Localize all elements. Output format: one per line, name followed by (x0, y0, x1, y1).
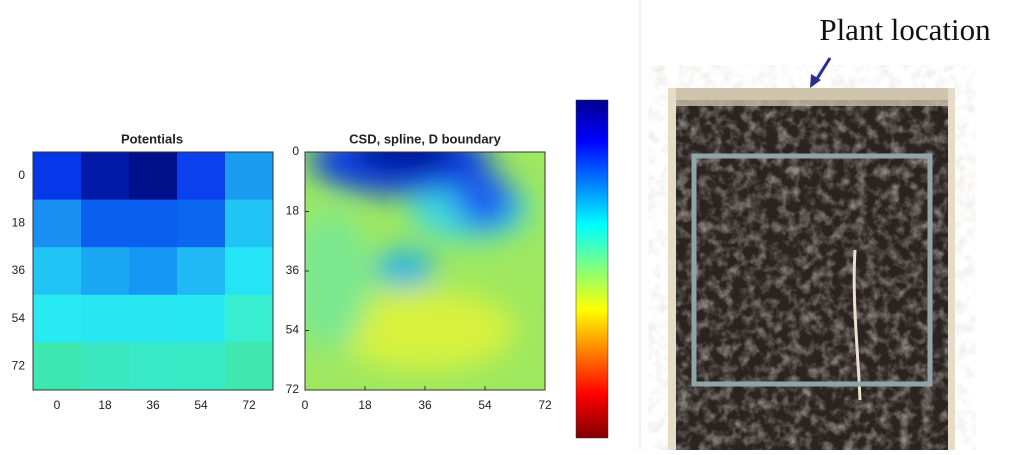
heatmap-cell (177, 294, 226, 343)
heatmap-cell (81, 199, 130, 248)
csd-title: CSD, spline, D boundary (349, 131, 501, 146)
heatmap-cell (225, 342, 274, 391)
y-tick-label: 0 (18, 168, 25, 182)
y-tick-label: 18 (12, 216, 26, 230)
y-tick-label: 72 (12, 358, 26, 372)
heatmap-cell (225, 247, 274, 296)
csd-map (305, 152, 545, 390)
heatmap-cell (177, 247, 226, 296)
x-tick-label: 72 (538, 398, 552, 412)
photo (668, 57, 955, 450)
y-tick-label: 54 (12, 311, 26, 325)
x-tick-label: 54 (194, 398, 208, 412)
heatmap-frame (32, 151, 274, 391)
heatmap-cell (81, 294, 130, 343)
x-tick-label: 18 (98, 398, 112, 412)
heatmap-cell (81, 152, 130, 201)
heatmap-cell (129, 342, 178, 391)
x-tick-label: 36 (418, 398, 432, 412)
heatmap-cell (33, 152, 82, 201)
y-tick-label: 36 (286, 263, 300, 277)
colorbar (575, 99, 609, 439)
heatmap-cell (33, 294, 82, 343)
heatmap-cell (129, 294, 178, 343)
heatmap-cell (225, 199, 274, 248)
heatmap-cell (81, 342, 130, 391)
x-tick-label: 36 (146, 398, 160, 412)
heatmap-cell (33, 199, 82, 248)
photo-annotation: Plant location (819, 12, 991, 47)
heatmap-cell (177, 199, 226, 248)
heatmap-cell (33, 247, 82, 296)
heatmap-cell (33, 342, 82, 391)
heatmap-cell (177, 152, 226, 201)
x-tick-label: 0 (54, 398, 61, 412)
heatmap-cell (225, 294, 274, 343)
y-tick-label: 36 (12, 263, 26, 277)
heatmap-cell (225, 152, 274, 201)
y-tick-label: 18 (286, 204, 300, 218)
x-tick-label: 72 (242, 398, 256, 412)
y-tick-label: 54 (286, 323, 300, 337)
heatmap-title: Potentials (121, 131, 183, 146)
x-tick-label: 0 (302, 398, 309, 412)
y-tick-label: 72 (286, 382, 300, 396)
heatmap-cell (129, 152, 178, 201)
heatmap-cell (177, 342, 226, 391)
y-tick-label: 0 (292, 144, 299, 158)
x-tick-label: 54 (478, 398, 492, 412)
heatmap-cell (129, 199, 178, 248)
heatmap-cell (81, 247, 130, 296)
x-tick-label: 18 (358, 398, 372, 412)
heatmap-cell (129, 247, 178, 296)
